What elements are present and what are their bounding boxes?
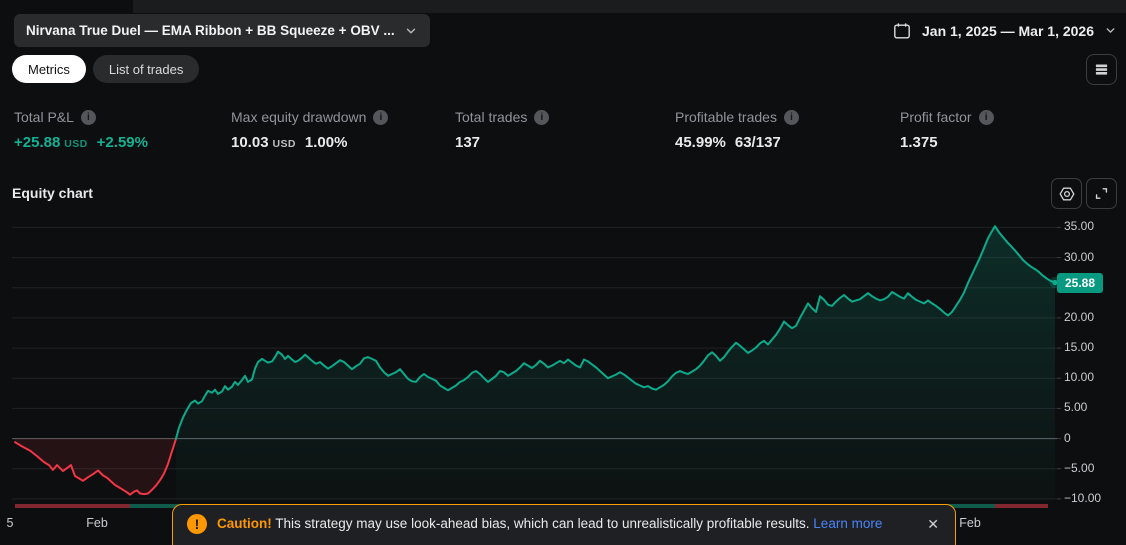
metric-label: Total trades xyxy=(455,109,528,125)
equity-fill-negative xyxy=(15,438,176,495)
metric-profit-factor: Profit factor i 1.375 xyxy=(900,109,994,151)
y-axis-label: 5.00 xyxy=(1064,400,1088,415)
y-axis-label: 20.00 xyxy=(1064,309,1095,324)
y-axis-label: 35.00 xyxy=(1064,219,1095,234)
equity-line-positive xyxy=(175,225,1056,440)
metric-total-pnl: Total P&L i +25.88 USD +2.59% xyxy=(14,109,231,151)
info-icon[interactable]: i xyxy=(80,109,96,125)
panel-top-edge xyxy=(133,0,1126,13)
y-axis-label: 10.00 xyxy=(1064,370,1095,385)
view-tabs: Metrics List of trades xyxy=(12,55,200,83)
y-axis-label: −5.00 xyxy=(1064,460,1095,475)
expand-icon xyxy=(1093,185,1110,202)
metrics-row: Total P&L i +25.88 USD +2.59% Max equity… xyxy=(14,109,1126,151)
metric-total-trades: Total trades i 137 xyxy=(455,109,675,151)
metric-value: 45.99% xyxy=(675,134,726,151)
y-axis-label: 0 xyxy=(1064,430,1071,445)
equity-line-negative xyxy=(14,437,177,496)
x-axis-label: Feb xyxy=(86,516,108,530)
metric-label: Total P&L xyxy=(14,109,74,125)
metric-label: Max equity drawdown xyxy=(231,109,367,125)
last-point-marker xyxy=(1052,279,1058,286)
x-axis-label: 5 xyxy=(6,516,14,530)
metric-currency: USD xyxy=(272,138,296,150)
current-value-badge: 25.88 xyxy=(1057,272,1104,293)
y-axis-label: 30.00 xyxy=(1064,249,1095,264)
chevron-down-icon xyxy=(404,24,418,38)
date-range-selector[interactable]: Jan 1, 2025 — Mar 1, 2026 xyxy=(892,14,1117,47)
report-layout-button[interactable] xyxy=(1086,54,1117,85)
hexagon-settings-icon xyxy=(1058,185,1076,203)
metric-secondary: 1.00% xyxy=(304,134,348,151)
equity-fill-positive xyxy=(176,226,1055,501)
warning-icon: ! xyxy=(187,514,207,534)
info-icon[interactable]: i xyxy=(534,109,550,125)
learn-more-link[interactable]: Learn more xyxy=(813,516,883,531)
strategy-title: Nirvana True Duel — EMA Ribbon + BB Sque… xyxy=(26,23,395,38)
metric-max-drawdown: Max equity drawdown i 10.03 USD 1.00% xyxy=(231,109,455,151)
chart-toolbar xyxy=(1051,178,1117,209)
metric-value: 10.03 xyxy=(231,134,269,151)
chart-settings-button[interactable] xyxy=(1051,178,1082,209)
x-axis-label: Feb xyxy=(959,516,981,530)
metric-currency: USD xyxy=(64,138,88,150)
y-axis-label: 15.00 xyxy=(1064,340,1095,355)
list-icon xyxy=(1094,62,1109,77)
metric-label: Profit factor xyxy=(900,109,972,125)
strategy-selector-dropdown[interactable]: Nirvana True Duel — EMA Ribbon + BB Sque… xyxy=(14,14,430,47)
metric-label: Profitable trades xyxy=(675,109,777,125)
banner-message: This strategy may use look-ahead bias, w… xyxy=(275,516,810,531)
caution-banner: ! Caution! This strategy may use look-ah… xyxy=(172,504,956,545)
trend-strip-segment xyxy=(15,504,130,508)
info-icon[interactable]: i xyxy=(373,109,389,125)
banner-title: Caution! xyxy=(217,516,272,531)
metric-value: 1.375 xyxy=(900,134,938,151)
expand-chart-button[interactable] xyxy=(1086,178,1117,209)
metric-secondary: 63/137 xyxy=(734,134,781,151)
tab-metrics[interactable]: Metrics xyxy=(12,55,86,83)
date-range-text: Jan 1, 2025 — Mar 1, 2026 xyxy=(922,22,1094,39)
metric-profitable-trades: Profitable trades i 45.99% 63/137 xyxy=(675,109,900,151)
metric-secondary: +2.59% xyxy=(96,134,148,151)
chevron-down-icon xyxy=(1104,24,1117,37)
metric-value: 137 xyxy=(455,134,481,151)
metric-value: +25.88 xyxy=(14,134,61,151)
calendar-icon xyxy=(892,21,912,41)
tab-list-of-trades[interactable]: List of trades xyxy=(92,55,200,83)
y-axis-label: −10.00 xyxy=(1064,490,1102,505)
info-icon[interactable]: i xyxy=(978,109,994,125)
close-icon[interactable]: ✕ xyxy=(927,516,939,532)
equity-chart-title: Equity chart xyxy=(12,185,93,201)
trend-strip-segment xyxy=(995,504,1048,508)
info-icon[interactable]: i xyxy=(783,109,799,125)
